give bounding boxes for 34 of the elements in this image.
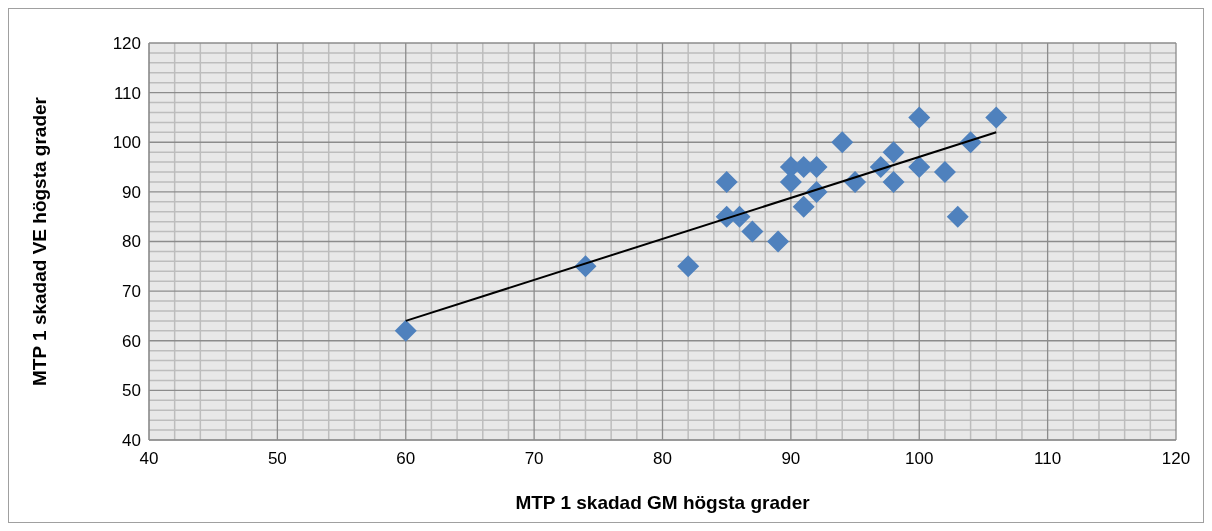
point — [933, 161, 956, 184]
x-tick-label: 60 — [396, 449, 416, 468]
point — [908, 156, 931, 179]
y-tick-label: 100 — [112, 133, 141, 153]
x-tick-label: 70 — [524, 449, 544, 468]
point — [908, 106, 931, 129]
point — [715, 170, 738, 193]
x-tick-label: 50 — [267, 449, 287, 468]
point — [677, 255, 700, 278]
x-tick-label: 40 — [139, 449, 159, 468]
y-tick-label: 120 — [112, 33, 141, 53]
y-tick-label: 80 — [122, 232, 141, 252]
x-tick-label: 80 — [653, 449, 672, 468]
point — [394, 319, 417, 342]
point — [882, 141, 905, 164]
x-tick-label: 90 — [781, 449, 801, 468]
y-tick-label: 90 — [122, 182, 141, 202]
point — [831, 131, 854, 154]
point — [946, 205, 969, 228]
x-tick-label: 120 — [1161, 449, 1191, 468]
x-tick-label: 100 — [905, 449, 934, 468]
point — [792, 195, 815, 218]
y-tick-label: 60 — [122, 331, 141, 351]
point — [985, 106, 1008, 129]
y-tick-label: 110 — [113, 83, 141, 103]
x-axis-title: MTP 1 skadad GM högsta grader — [515, 492, 811, 513]
y-tick-label: 50 — [122, 381, 141, 401]
point — [882, 170, 905, 193]
y-tick-label: 40 — [122, 430, 141, 450]
y-axis-title: MTP 1 skadad VE högsta grader — [29, 96, 50, 386]
y-tick-label: 70 — [122, 282, 141, 302]
point — [741, 220, 764, 243]
x-tick-label: 110 — [1034, 449, 1062, 468]
point — [767, 230, 790, 253]
